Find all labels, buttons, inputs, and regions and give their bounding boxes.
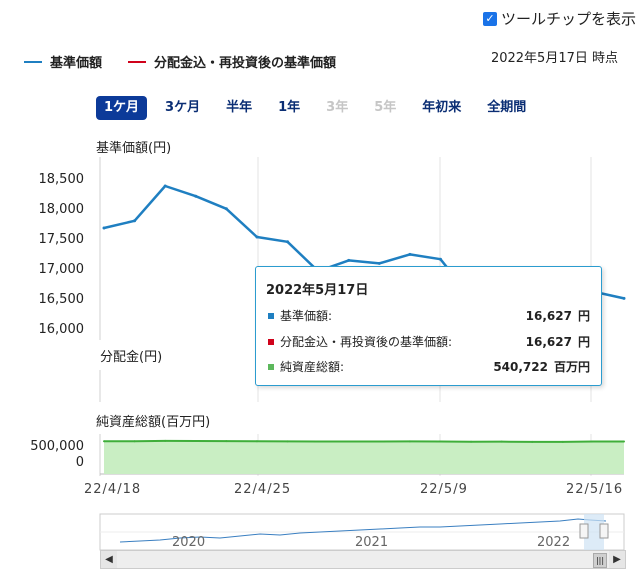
assets-data-point[interactable] [347,440,350,443]
scroll-left-arrow-icon[interactable]: ◀ [101,551,117,568]
assets-data-point[interactable] [378,440,381,443]
y-tick: 17,500 [38,232,85,247]
assets-data-point[interactable] [439,440,442,443]
distribution-chart-title: 分配金(円) [100,350,163,365]
legend-line-nav [24,60,42,63]
scroll-thumb[interactable]: ||| [593,553,607,568]
x-tick: 22/4/18 [84,482,142,497]
nav-chart-title: 基準価額(円) [96,141,172,156]
tooltip-swatch [268,338,274,345]
range-1y-button[interactable]: 1年 [278,100,301,115]
y-tick: 18,000 [38,202,85,217]
nav-data-point[interactable] [133,219,137,223]
y-tick: 16,500 [38,292,85,307]
range-selector: 1ケ月 3ケ月 半年 1年 3年 5年 年初来 全期間 [96,96,544,120]
range-3m-button[interactable]: 3ケ月 [165,100,201,115]
x-tick: 22/4/25 [234,482,292,497]
navigator-right-handle [599,523,609,539]
tooltip-label: 純資産総額: [280,360,345,374]
scroll-right-arrow-icon[interactable]: ▶ [609,551,625,568]
navigator-year-label: 2021 [355,535,389,550]
legend-label-nav: 基準価額 [50,56,103,71]
tooltip-row-reinvested: 分配金込・再投資後の基準価額: 16,627 円 [268,333,590,350]
range-ytd-button[interactable]: 年初来 [422,100,462,115]
assets-data-point[interactable] [470,440,473,443]
nav-data-point[interactable] [438,257,442,261]
legend-line-reinvested [128,60,147,63]
nav-data-point[interactable] [255,235,259,239]
tooltip-swatch [268,363,274,370]
nav-data-point[interactable] [102,226,106,230]
tooltip-value: 540,722 [493,359,548,374]
y-tick: 18,500 [38,172,85,187]
data-tooltip: 2022年5月17日 基準価額: 16,627 円 分配金込・再投資後の基準価額… [255,266,602,386]
legend-item-nav[interactable]: 基準価額 [24,52,102,71]
assets-data-point[interactable] [500,440,503,443]
assets-data-point[interactable] [194,440,197,442]
y-tick: 16,000 [38,322,85,337]
navigator-selection [584,514,604,550]
tooltip-value: 16,627 [525,334,572,349]
tooltip-row-nav: 基準価額: 16,627 円 [268,307,590,324]
tooltip-date: 2022年5月17日 [266,283,369,298]
navigator-left-handle [579,523,589,539]
navigator-year-label: 2020 [172,535,206,550]
range-all-button[interactable]: 全期間 [487,100,527,115]
y-tick: 0 [75,455,84,470]
tooltip-toggle-label: ツールチップを表示 [500,10,636,28]
assets-data-point[interactable] [317,440,320,443]
assets-data-point[interactable] [623,440,625,443]
assets-data-point[interactable] [531,440,534,443]
assets-series-area [104,440,624,474]
navigator-series-line [119,518,607,543]
assets-data-point[interactable] [255,440,258,443]
assets-chart-title: 純資産総額(百万円) [96,415,211,430]
nav-data-point[interactable] [224,207,228,211]
assets-data-point[interactable] [408,440,411,443]
x-tick: 22/5/9 [420,482,468,497]
nav-data-point[interactable] [622,296,626,300]
range-3y-button: 3年 [326,100,349,115]
assets-data-point[interactable] [561,440,564,443]
assets-data-point[interactable] [103,440,105,443]
assets-data-point[interactable] [592,440,595,443]
legend-item-reinvested[interactable]: 分配金込・再投資後の基準価額 [128,52,336,71]
nav-data-point[interactable] [194,194,198,198]
tooltip-toggle[interactable]: ✓ ツールチップを表示 [482,8,636,29]
range-5y-button: 5年 [374,100,397,115]
navigator-year-label: 2022 [537,535,571,550]
assets-data-point[interactable] [286,440,289,443]
tooltip-row-assets: 純資産総額: 540,722 百万円 [268,358,590,375]
x-tick: 22/5/16 [566,482,624,497]
tooltip-value: 16,627 [525,308,572,323]
nav-data-point[interactable] [408,252,412,256]
range-1m-button[interactable]: 1ケ月 [96,96,148,120]
as-of-date: 2022年5月17日 時点 [490,51,618,66]
nav-data-point[interactable] [377,261,381,265]
assets-data-point[interactable] [164,439,167,442]
y-tick: 500,000 [30,439,84,454]
nav-data-point[interactable] [286,240,290,244]
assets-series-line [103,439,625,443]
tooltip-checkbox[interactable]: ✓ [482,11,497,26]
tooltip-unit: 円 [577,335,590,349]
assets-series-points [103,439,625,443]
legend-label-reinvested: 分配金込・再投資後の基準価額 [154,56,337,71]
tooltip-swatch [268,312,274,319]
assets-data-point[interactable] [225,440,228,443]
range-6m-button[interactable]: 半年 [226,100,253,115]
assets-data-point[interactable] [133,440,136,443]
navigator-scrollbar[interactable]: ◀ ||| ▶ [100,550,626,569]
legend: 基準価額 分配金込・再投資後の基準価額 [24,52,336,71]
nav-data-point[interactable] [347,258,351,262]
tooltip-label: 基準価額: [280,309,333,323]
tooltip-label: 分配金込・再投資後の基準価額: [280,335,453,349]
nav-data-point[interactable] [163,184,167,188]
tooltip-unit: 円 [577,309,590,323]
tooltip-unit: 百万円 [553,360,590,374]
y-tick: 17,000 [38,262,85,277]
